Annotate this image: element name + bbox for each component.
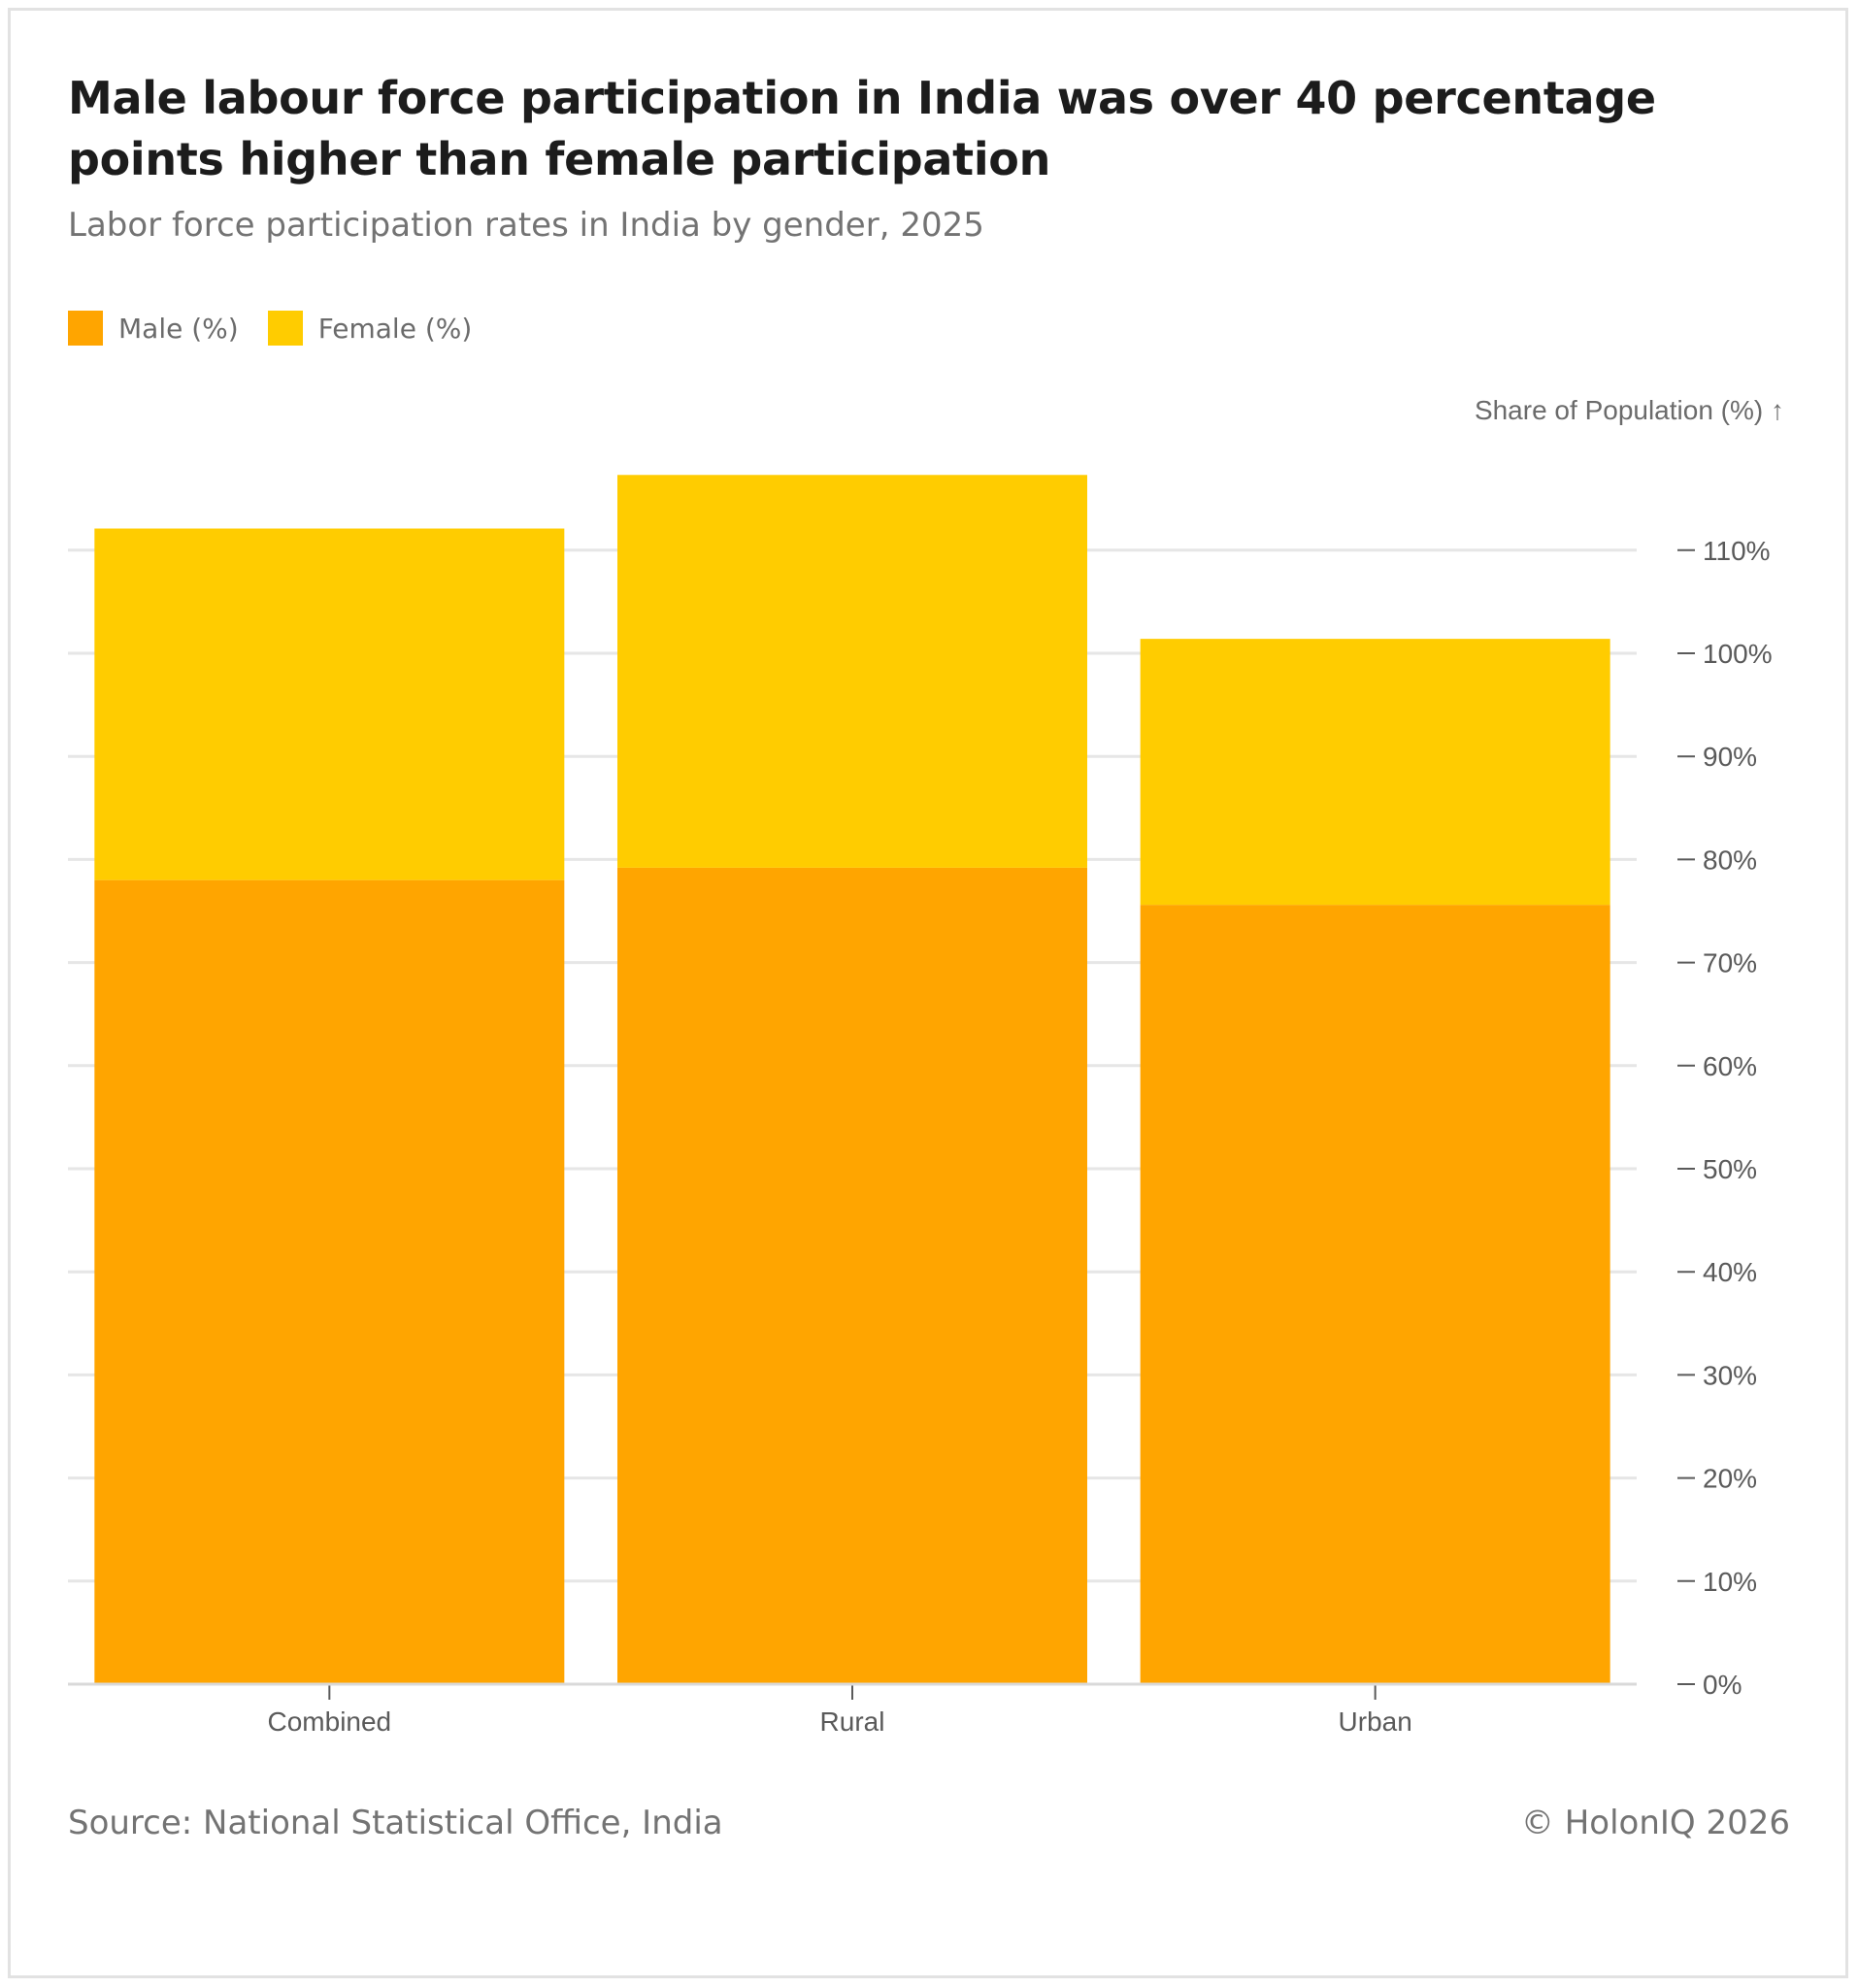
y-axis-label: Share of Population (%) ↑	[1475, 395, 1784, 425]
bar-combined-male	[94, 879, 565, 1684]
x-tick-label-urban: Urban	[1339, 1706, 1412, 1737]
bar-urban-male	[1140, 905, 1610, 1684]
y-tick-label-70: 70%	[1703, 948, 1757, 978]
bar-rural-female	[617, 475, 1087, 868]
y-tick-label-30: 30%	[1703, 1360, 1757, 1390]
legend-swatch-male	[68, 311, 103, 346]
y-tick-label-90: 90%	[1703, 742, 1757, 772]
copyright-note: © HolonIQ 2026	[1520, 1804, 1790, 1842]
legend-label-female: Female (%)	[317, 312, 473, 345]
axes: 0% 10% 20% 30% 40% 50% 60% 70% 80% 90% 100% 110% Com…	[68, 536, 1773, 1737]
y-tick-label-40: 40%	[1703, 1257, 1757, 1287]
y-tick-label-110: 110%	[1703, 536, 1771, 566]
y-tick-label-0: 0%	[1703, 1670, 1742, 1700]
chart-title: Male labour force participation in India…	[68, 72, 1656, 185]
y-tick-label-50: 50%	[1703, 1154, 1757, 1184]
y-tick-label-60: 60%	[1703, 1051, 1757, 1081]
bar-urban-female	[1140, 639, 1610, 906]
bar-rural-male	[617, 867, 1087, 1684]
y-tick-label-10: 10%	[1703, 1567, 1757, 1597]
chart-subtitle: Labor force participation rates in India…	[68, 206, 984, 245]
y-tick-label-80: 80%	[1703, 845, 1757, 875]
x-tick-label-rural: Rural	[820, 1706, 885, 1737]
bar-combined-female	[94, 528, 565, 880]
x-tick-label-combined: Combined	[268, 1706, 392, 1737]
bars	[94, 475, 1610, 1684]
legend-item-female[interactable]: Female (%)	[267, 311, 473, 346]
legend-label-male: Male (%)	[118, 312, 239, 345]
source-note: Source: National Statistical Office, Ind…	[68, 1804, 723, 1842]
y-tick-label-20: 20%	[1703, 1464, 1757, 1494]
legend-item-male[interactable]: Male (%)	[68, 311, 239, 346]
y-tick-label-100: 100%	[1703, 639, 1773, 669]
legend-swatch-female	[267, 311, 303, 346]
legend: Male (%) Female (%)	[68, 311, 501, 346]
